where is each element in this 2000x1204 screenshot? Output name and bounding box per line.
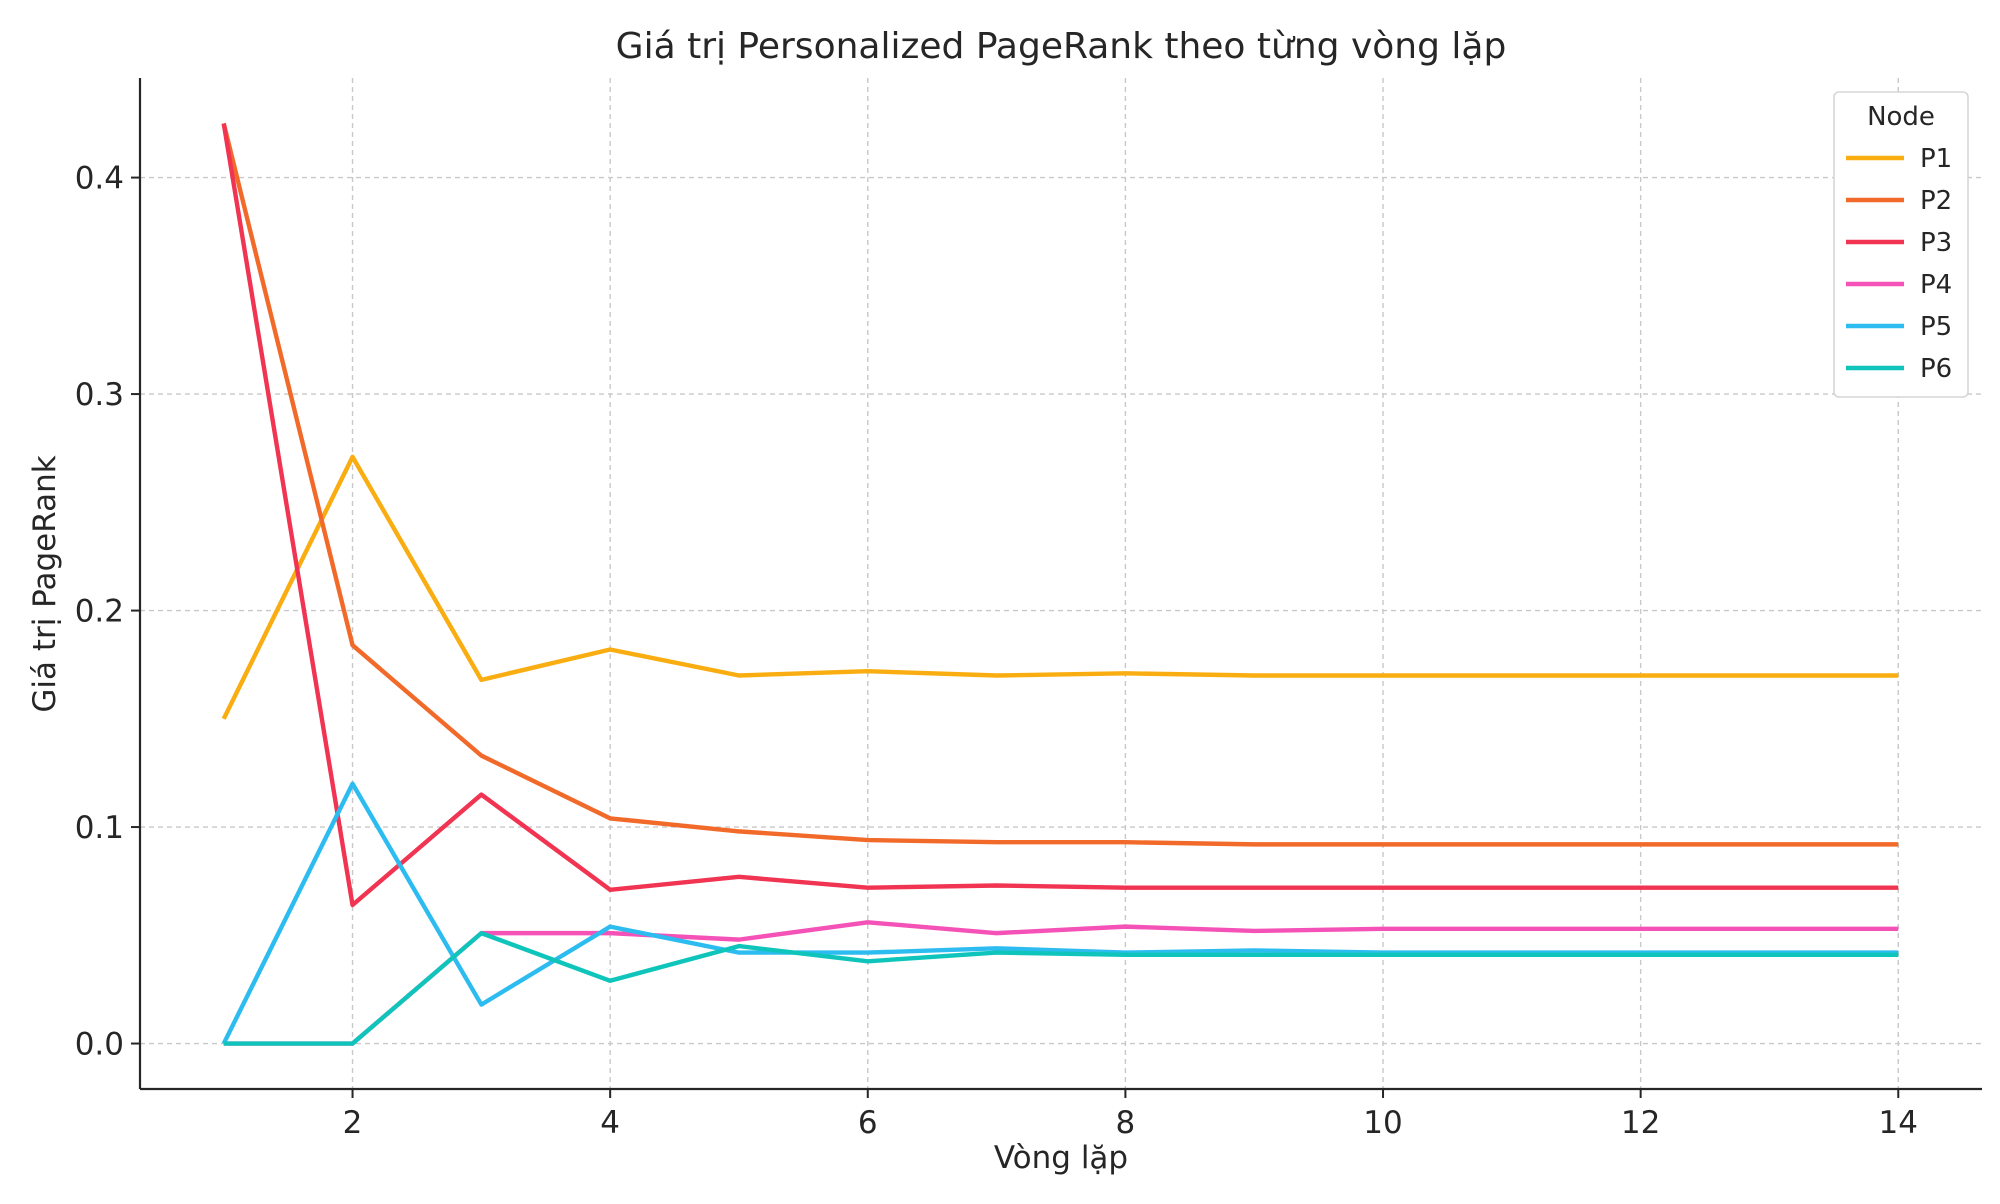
x-tick-label: 6 — [858, 1105, 878, 1141]
legend-box — [1833, 91, 1969, 398]
y-tick-label: 0.1 — [75, 810, 124, 846]
series-line-p1 — [221, 454, 1899, 720]
x-tick-label: 8 — [1116, 1105, 1136, 1141]
legend-label: P6 — [1920, 354, 1952, 384]
axes-layer — [138, 78, 1982, 1091]
legend-item-p6: P6 — [1846, 354, 1952, 384]
y-axis-label: Giá trị PageRank — [27, 455, 63, 712]
x-tick-label: 14 — [1879, 1105, 1918, 1141]
y-tick-label: 0.3 — [75, 377, 124, 413]
y-tick-label: 0.2 — [75, 594, 124, 630]
legend-item-p3: P3 — [1846, 228, 1952, 258]
legend-items: P1 P2 P3 P4 P5 P6 — [1846, 144, 1952, 384]
legend: Node P1 P2 P3 P4 P5 P6 — [1833, 91, 1969, 398]
legend-item-p5: P5 — [1846, 312, 1952, 342]
legend-title: Node — [1867, 102, 1935, 132]
x-axis-label: Vòng lặp — [994, 1140, 1128, 1176]
ticks-layer: 2 4 6 8 10 12 14 0.0 0.1 0.2 0.3 0.4 — [75, 161, 1918, 1141]
x-tick-label: 4 — [600, 1105, 620, 1141]
y-tick-label: 0.4 — [75, 161, 124, 197]
series-line-p2 — [221, 122, 1899, 847]
legend-item-p1: P1 — [1846, 144, 1952, 174]
legend-item-p4: P4 — [1846, 270, 1952, 300]
x-tick-label: 10 — [1363, 1105, 1402, 1141]
series-line-p3 — [221, 123, 1899, 908]
series-line-p6 — [223, 930, 1899, 1046]
legend-item-p2: P2 — [1846, 186, 1952, 216]
legend-label: P1 — [1920, 144, 1952, 174]
legend-label: P4 — [1920, 270, 1952, 300]
series-layer — [221, 122, 1899, 1046]
chart-title: Giá trị Personalized PageRank theo từng … — [616, 26, 1507, 67]
series-line-p5 — [221, 781, 1899, 1045]
legend-label: P5 — [1920, 312, 1952, 342]
x-tick-label: 2 — [343, 1105, 363, 1141]
y-tick-label: 0.0 — [75, 1027, 124, 1063]
series-line-p4 — [223, 920, 1899, 1046]
legend-label: P3 — [1920, 228, 1952, 258]
legend-label: P2 — [1920, 186, 1952, 216]
x-tick-label: 12 — [1621, 1105, 1660, 1141]
grid-layer — [140, 78, 1982, 1089]
